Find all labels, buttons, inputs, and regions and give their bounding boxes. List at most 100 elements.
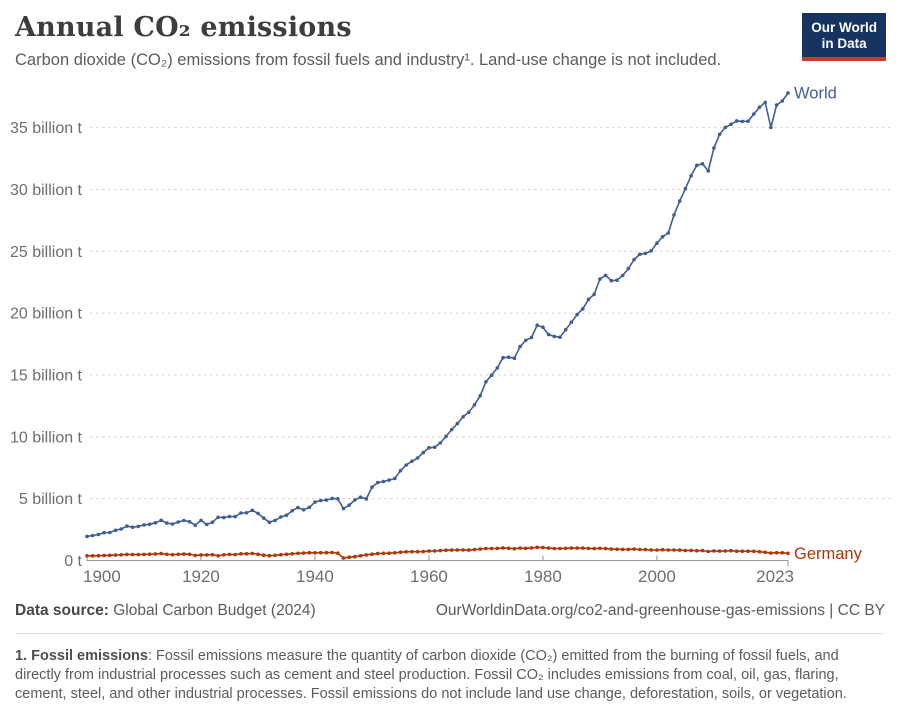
germany-point [250,551,255,556]
germany-point [393,551,397,555]
germany-point [204,553,209,557]
germany-point [142,552,146,557]
germany-point [717,549,722,553]
y-axis-label: 15 billion t [10,367,83,384]
germany-point [330,550,334,555]
world-series-label[interactable]: World [794,85,837,103]
germany-point [125,552,129,557]
germany-point [404,550,409,554]
germany-point [655,548,659,552]
world-point [506,355,511,360]
germany-point [410,549,414,554]
world-point [757,105,762,109]
germany-point [318,550,323,555]
germany-point [672,548,676,552]
germany-point [279,552,283,557]
emissions-line-chart: 0 t 5 billion t 10 billion t 15 billion t 20… [10,85,893,586]
germany-point [170,552,175,557]
germany-series-label[interactable]: Germany [794,545,863,563]
germany-point [677,548,682,552]
world-point [478,394,483,398]
germany-point [723,549,728,553]
world-point [734,119,739,123]
world-point [677,199,682,203]
germany-point [119,553,123,557]
germany-point [484,546,488,551]
germany-point [529,546,534,550]
world-point [159,518,163,523]
germany-point [472,547,477,552]
germany-point [689,548,693,553]
world-point [518,344,522,349]
world-point [410,459,414,464]
germany-point [347,555,352,559]
world-point [467,410,471,415]
germany-point [187,552,192,557]
germany-point [130,552,135,557]
world-point [256,511,260,516]
world-point [347,503,352,507]
germany-point [626,547,631,552]
y-axis-label: 35 billion t [10,120,83,137]
world-point [415,456,420,460]
germany-point [336,551,340,555]
germany-point [558,546,562,551]
germany-point [774,550,779,555]
germany-point [85,554,89,558]
y-axis-label: 25 billion t [10,244,83,261]
y-axis-label: 20 billion t [10,306,83,323]
world-point [575,312,579,317]
world-point [558,335,562,340]
germany-point [512,546,517,551]
credit-link[interactable]: OurWorldinData.org/co2-and-greenhouse-ga… [435,602,885,619]
world-point [427,445,431,450]
world-point [689,174,693,178]
world-line-path [86,92,789,538]
world-point [398,468,403,473]
world-point [655,241,659,245]
germany-point [233,552,237,557]
world-point [244,511,249,515]
germany-point [290,552,295,556]
world-point [119,527,123,531]
world-point [136,524,141,529]
germany-point [455,548,460,552]
world-point [598,277,602,281]
germany-point [734,549,739,553]
y-axis-label: 10 billion t [10,429,83,446]
germany-point [695,548,699,553]
world-point [147,522,152,527]
world-point [170,522,175,526]
world-line[interactable] [85,91,790,539]
germany-point [398,550,403,554]
world-point [393,476,397,481]
world-point [313,500,317,504]
world-point [780,99,785,103]
owid-logo[interactable]: Our World in Data [802,13,886,61]
world-point [769,125,773,130]
x-axis-label: 1920 [182,567,220,586]
germany-line[interactable] [85,545,790,560]
world-point [227,514,232,519]
germany-point [569,546,574,550]
germany-point [575,546,579,550]
y-axis-label: 30 billion t [10,182,83,199]
world-point [85,534,89,539]
y-axis-label: 5 billion t [19,491,83,508]
world-point [102,530,106,535]
x-axis-line [86,555,789,567]
germany-point [153,552,158,556]
germany-point [769,551,773,555]
world-point [592,292,596,297]
germany-line-path [87,546,789,559]
germany-point [136,552,141,557]
germany-point [524,546,528,551]
world-point [279,515,283,519]
world-point [199,518,203,523]
germany-point [193,553,198,558]
world-point [176,520,180,524]
world-point [153,521,158,525]
world-point [461,415,465,419]
world-point [250,508,255,513]
germany-point [586,546,591,551]
